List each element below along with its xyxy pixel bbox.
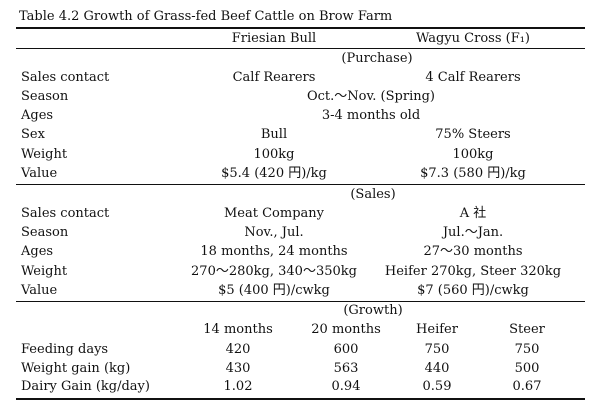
row-label: Weight gain (kg) [21, 361, 131, 376]
section-purchase: (Purchase) [341, 51, 413, 66]
cell-friesian: $5 (400 円)/cwkg [218, 283, 330, 298]
row-label: Weight [21, 147, 68, 162]
row-label: Ages [21, 108, 54, 123]
section-rule [16, 184, 585, 185]
section-rule [16, 301, 585, 302]
cell-wagyu: Jul.～Jan. [442, 225, 504, 240]
cell-friesian: Bull [260, 127, 288, 142]
cell-wagyu: $7 (560 円)/cwkg [417, 283, 529, 298]
row-label: Feeding days [21, 342, 109, 357]
row-label: Value [21, 283, 58, 298]
header-rule [16, 48, 585, 49]
growth-header: 20 months [311, 322, 381, 337]
row-label: Season [21, 89, 69, 104]
table-title: Table 4.2 Growth of Grass-fed Beef Cattl… [19, 9, 393, 24]
table-bottom-rule [16, 398, 585, 400]
growth-header: 14 months [203, 322, 273, 337]
growth-header: Steer [509, 322, 545, 337]
growth-value: 563 [333, 361, 359, 376]
cell-wagyu: Heifer 270kg, Steer 320kg [384, 264, 562, 279]
column-header-friesian: Friesian Bull [231, 31, 317, 46]
cell-wagyu: 4 Calf Rearers [425, 70, 521, 85]
growth-value: 0.94 [331, 379, 361, 394]
section-sales: (Sales) [350, 187, 396, 202]
growth-value: 0.59 [422, 379, 452, 394]
section-growth: (Growth) [343, 303, 403, 318]
row-label: Ages [21, 244, 54, 259]
growth-header: Heifer [416, 322, 458, 337]
cell-shared: Oct.～Nov. (Spring) [306, 89, 436, 104]
row-label: Sales contact [21, 70, 110, 85]
row-label: Value [21, 166, 58, 181]
cell-wagyu: $7.3 (580 円)/kg [420, 166, 526, 181]
cell-wagyu: 100kg [452, 147, 494, 162]
growth-value: 750 [424, 342, 450, 357]
growth-value: 420 [225, 342, 251, 357]
row-label: Season [21, 225, 69, 240]
cell-friesian: 100kg [253, 147, 295, 162]
cell-friesian: Nov., Jul. [244, 225, 304, 240]
cell-wagyu: 27～30 months [423, 244, 523, 259]
growth-value: 600 [333, 342, 359, 357]
cell-friesian: $5.4 (420 円)/kg [221, 166, 327, 181]
growth-value: 440 [424, 361, 450, 376]
row-label: Sales contact [21, 206, 110, 221]
cell-friesian: 270～280kg, 340～350kg [191, 264, 357, 279]
row-label: Dairy Gain (kg/day) [21, 379, 150, 394]
table-top-rule [16, 27, 585, 29]
row-label: Sex [21, 127, 45, 142]
cell-wagyu: A 社 [459, 206, 487, 221]
cell-friesian: 18 months, 24 months [200, 244, 348, 259]
cell-friesian: Calf Rearers [232, 70, 316, 85]
growth-value: 430 [225, 361, 251, 376]
cell-shared: 3-4 months old [321, 108, 421, 123]
growth-value: 0.67 [512, 379, 542, 394]
row-label: Weight [21, 264, 68, 279]
cell-wagyu: 75% Steers [435, 127, 511, 142]
growth-value: 1.02 [223, 379, 253, 394]
growth-value: 750 [514, 342, 540, 357]
cell-friesian: Meat Company [223, 206, 325, 221]
column-header-wagyu: Wagyu Cross (F₁) [416, 31, 530, 46]
growth-value: 500 [514, 361, 540, 376]
